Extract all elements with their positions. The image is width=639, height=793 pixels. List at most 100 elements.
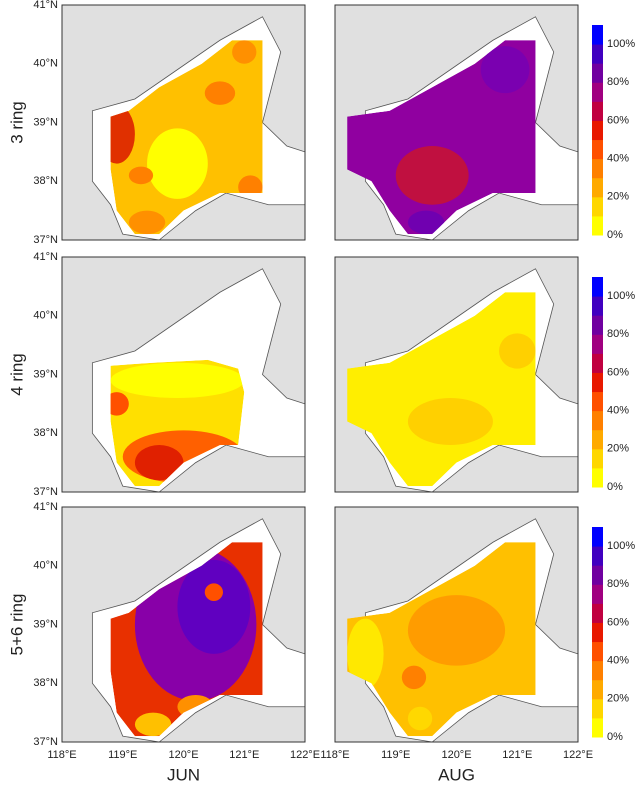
colorbar-band: [592, 334, 603, 354]
colorbar-band: [592, 44, 603, 64]
contour: [128, 210, 166, 235]
contour: [110, 104, 135, 164]
colorbar-band: [592, 372, 603, 393]
panel-border: [61, 4, 306, 241]
colorbar-label: 100%: [607, 540, 635, 552]
colorbar-band: [592, 641, 603, 662]
lat-label: 39°N: [33, 116, 58, 128]
contour: [407, 398, 493, 445]
colorbar-label: 100%: [607, 38, 635, 50]
colorbar-label: 40%: [607, 655, 629, 667]
contour: [347, 618, 384, 690]
colorbar-band: [592, 63, 603, 83]
contour: [128, 166, 154, 185]
colorbar-band: [592, 527, 603, 547]
contour: [347, 292, 536, 487]
contour: [407, 706, 433, 731]
contour: [204, 583, 223, 601]
lat-label: 39°N: [33, 618, 58, 630]
colorbar-band: [592, 546, 603, 566]
contour-field: [110, 542, 263, 737]
colorbar-band: [592, 698, 603, 719]
contour-field: [347, 542, 536, 737]
contour-field: [347, 292, 536, 487]
lat-label: 37°N: [33, 234, 58, 246]
colorbar-band: [592, 25, 603, 45]
contour: [147, 128, 208, 199]
colorbar-band: [592, 215, 603, 236]
colorbar-band: [592, 82, 603, 102]
contour: [480, 46, 530, 94]
lat-label: 38°N: [33, 427, 58, 439]
lon-label: 118°E: [47, 749, 76, 761]
colorbar-band: [592, 717, 603, 738]
colorbar-label: 80%: [607, 578, 629, 590]
colorbar-band: [592, 196, 603, 217]
lat-label: 38°N: [33, 175, 58, 187]
colorbar-label: 0%: [607, 481, 623, 493]
colorbar-band: [592, 139, 603, 160]
contour: [134, 445, 184, 481]
lon-label: 119°E: [108, 749, 137, 761]
lon-label: 119°E: [381, 749, 410, 761]
contour: [499, 333, 536, 369]
colorbar-band: [592, 429, 603, 450]
panel-border: [334, 506, 579, 743]
panel-border: [334, 256, 579, 493]
lon-label: 120°E: [168, 749, 198, 761]
contour-field: [347, 40, 536, 235]
colorbar-band: [592, 448, 603, 469]
colorbar-label: 60%: [607, 366, 629, 378]
contour: [395, 146, 469, 205]
colorbar-label: 80%: [607, 328, 629, 340]
colorbar-label: 20%: [607, 191, 629, 203]
contour: [407, 210, 445, 235]
colorbar-label: 60%: [607, 114, 629, 126]
colorbar-label: 40%: [607, 153, 629, 165]
contour: [110, 362, 245, 398]
colorbar-band: [592, 622, 603, 643]
lon-label: 121°E: [502, 749, 532, 761]
lat-label: 41°N: [33, 501, 58, 513]
contour: [232, 40, 257, 64]
colorbar-band: [592, 101, 603, 121]
lon-label: 122°E: [563, 749, 593, 761]
contour: [177, 559, 251, 654]
colorbar-label: 100%: [607, 290, 635, 302]
contour: [110, 392, 129, 416]
lat-label: 39°N: [33, 368, 58, 380]
colorbar-band: [592, 177, 603, 198]
colorbar-label: 0%: [607, 229, 623, 241]
lat-label: 37°N: [33, 486, 58, 498]
lat-label: 41°N: [33, 0, 58, 11]
panel-border: [334, 4, 579, 241]
lat-label: 40°N: [33, 310, 58, 322]
colorbar-band: [592, 410, 603, 431]
contour: [407, 595, 506, 666]
colorbar-label: 0%: [607, 731, 623, 743]
lat-label: 40°N: [33, 58, 58, 70]
contour: [238, 175, 263, 199]
lat-label: 37°N: [33, 736, 58, 748]
colorbar-band: [592, 315, 603, 335]
contour: [204, 81, 236, 105]
colorbar-label: 20%: [607, 443, 629, 455]
row-label: 5+6 ring: [7, 594, 26, 656]
row-label: 3 ring: [7, 101, 26, 144]
contour: [134, 712, 172, 737]
lon-label: 120°E: [441, 749, 471, 761]
lat-label: 40°N: [33, 560, 58, 572]
colorbar-band: [592, 584, 603, 604]
colorbar-label: 80%: [607, 76, 629, 88]
colorbar-label: 20%: [607, 693, 629, 705]
contour-field: [110, 359, 245, 487]
panel-border: [61, 256, 306, 493]
colorbar-band: [592, 679, 603, 700]
column-label: JUN: [167, 765, 200, 784]
colorbar-band: [592, 467, 603, 488]
column-label: AUG: [438, 765, 475, 784]
colorbar-band: [592, 565, 603, 585]
lon-label: 122°E: [290, 749, 320, 761]
lat-label: 38°N: [33, 677, 58, 689]
